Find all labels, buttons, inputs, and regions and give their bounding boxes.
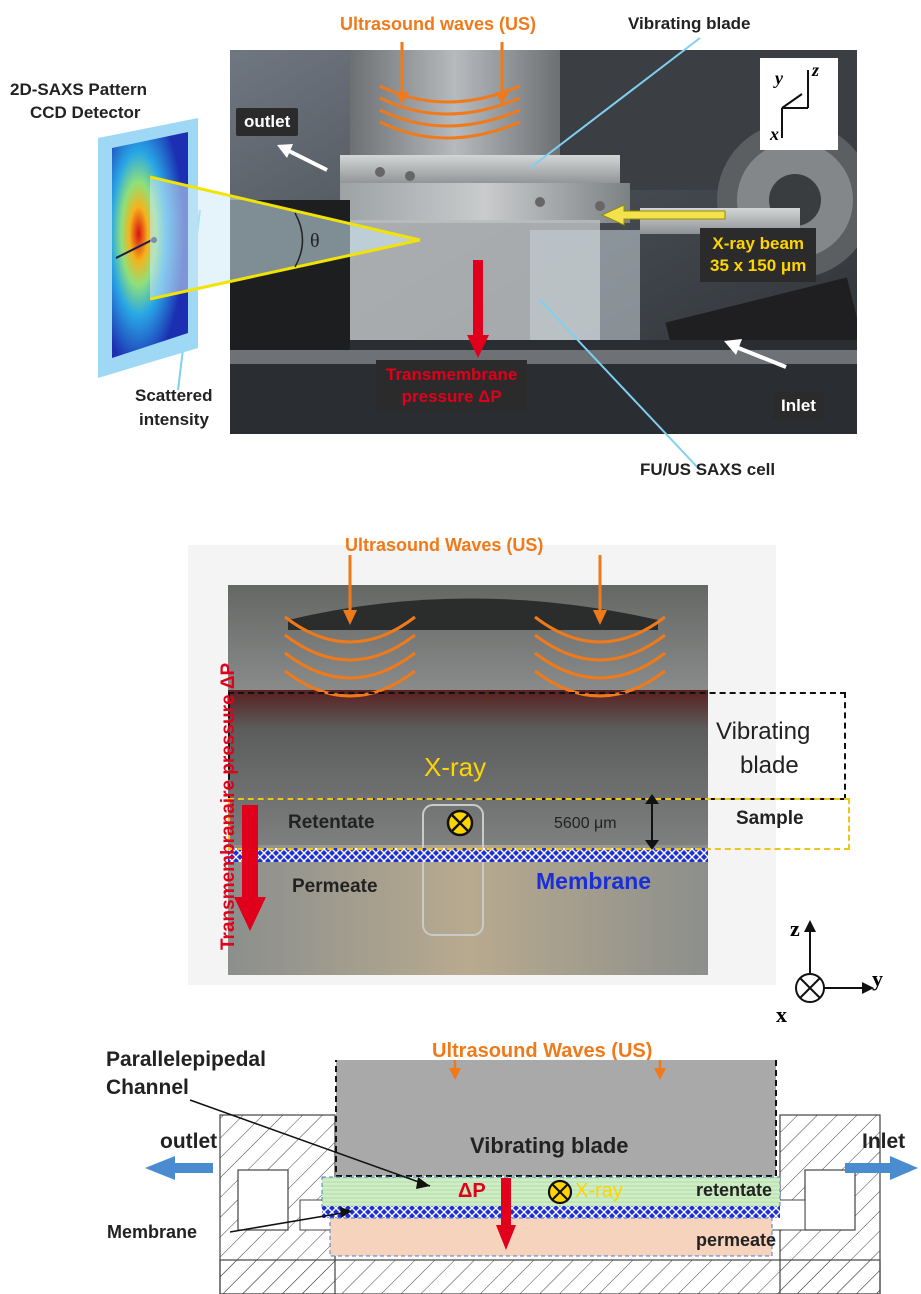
xray-label-bottom: X-ray <box>575 1180 623 1202</box>
scattering-cone <box>150 175 421 301</box>
vibrating-l1-panel2: Vibrating <box>716 718 811 745</box>
axes-panel2 <box>795 920 874 1003</box>
inlet-label-bottom: Inlet <box>862 1130 906 1153</box>
vibrating-blade-dashed-box <box>228 692 846 800</box>
membrane-label-panel2: Membrane <box>536 868 652 894</box>
us-label-bottom: Ultrasound Waves (US) <box>432 1040 653 1062</box>
outlet-label-bottom: outlet <box>160 1130 218 1153</box>
xray-into-page-symbol-panel2 <box>446 809 474 837</box>
axis-y-panel2: y <box>872 966 883 991</box>
permeate-label-panel2: Permeate <box>292 876 378 897</box>
xray-beam-line2: 35 x 150 μm <box>710 256 807 275</box>
vibrating-l2-panel2: blade <box>740 752 799 779</box>
vibrating-blade-label-top: Vibrating blade <box>628 14 751 33</box>
schematic-drawing <box>145 1060 918 1294</box>
outlet-label-panel1: outlet <box>236 108 299 136</box>
sample-label: Sample <box>736 808 804 829</box>
vibrating-blade-label-bottom: Vibrating blade <box>470 1133 629 1158</box>
xray-label-panel2: X-ray <box>424 752 487 782</box>
inlet-label-panel1: Inlet <box>773 392 824 420</box>
sample-dashed-box <box>228 798 850 850</box>
axis-z-panel1: z <box>812 60 820 80</box>
scattered-line1: Scattered <box>135 386 213 405</box>
detector-label-line2: CCD Detector <box>30 103 141 122</box>
dp-label-bottom: ΔP <box>458 1180 486 1202</box>
inlet-arrow-panel1 <box>724 339 787 369</box>
dimension-arrow <box>645 794 659 850</box>
axis-x-panel1: x <box>770 124 779 144</box>
tmp-box-panel1: Transmembrane pressure ΔP <box>376 360 528 412</box>
xray-beam-box: X-ray beam 35 x 150 μm <box>700 228 817 282</box>
channel-label-line2: Channel <box>106 1076 189 1099</box>
us-waves-panel2 <box>284 555 666 698</box>
axes-box-panel1 <box>760 58 838 150</box>
outlet-arrow-panel1 <box>277 144 328 172</box>
dimension-label: 5600 μm <box>554 815 617 832</box>
axis-y-panel1: y <box>775 68 783 88</box>
detector-label-line1: 2D-SAXS Pattern <box>10 80 147 99</box>
cell-label: FU/US SAXS cell <box>640 460 776 479</box>
retentate-label-bottom: retentate <box>696 1180 773 1200</box>
cell-photo <box>228 585 708 975</box>
tmp-line1: Transmembrane <box>386 365 518 384</box>
tmp-arrow-panel1 <box>467 260 489 358</box>
us-waves-panel1 <box>379 42 521 140</box>
axes-panel1 <box>781 70 809 138</box>
axis-z-panel2: z <box>790 916 800 941</box>
theta-symbol: θ <box>310 230 320 252</box>
permeate-label-bottom: permeate <box>696 1230 777 1250</box>
scattered-line2: intensity <box>139 410 209 429</box>
us-label-top: Ultrasound waves (US) <box>340 14 537 34</box>
xray-beam-arrow <box>600 204 726 226</box>
tmp-line2: pressure ΔP <box>401 387 502 406</box>
membrane-label-bottom: Membrane <box>107 1222 198 1242</box>
tmp-arrow-panel2 <box>234 805 266 931</box>
retentate-label-panel2: Retentate <box>288 812 375 833</box>
us-label-mid: Ultrasound Waves (US) <box>345 535 544 555</box>
axis-x-panel2: x <box>776 1002 787 1027</box>
xray-beam-line1: X-ray beam <box>712 234 805 253</box>
channel-label-line1: Parallelepipedal <box>106 1048 266 1071</box>
setup-photo <box>230 50 857 434</box>
